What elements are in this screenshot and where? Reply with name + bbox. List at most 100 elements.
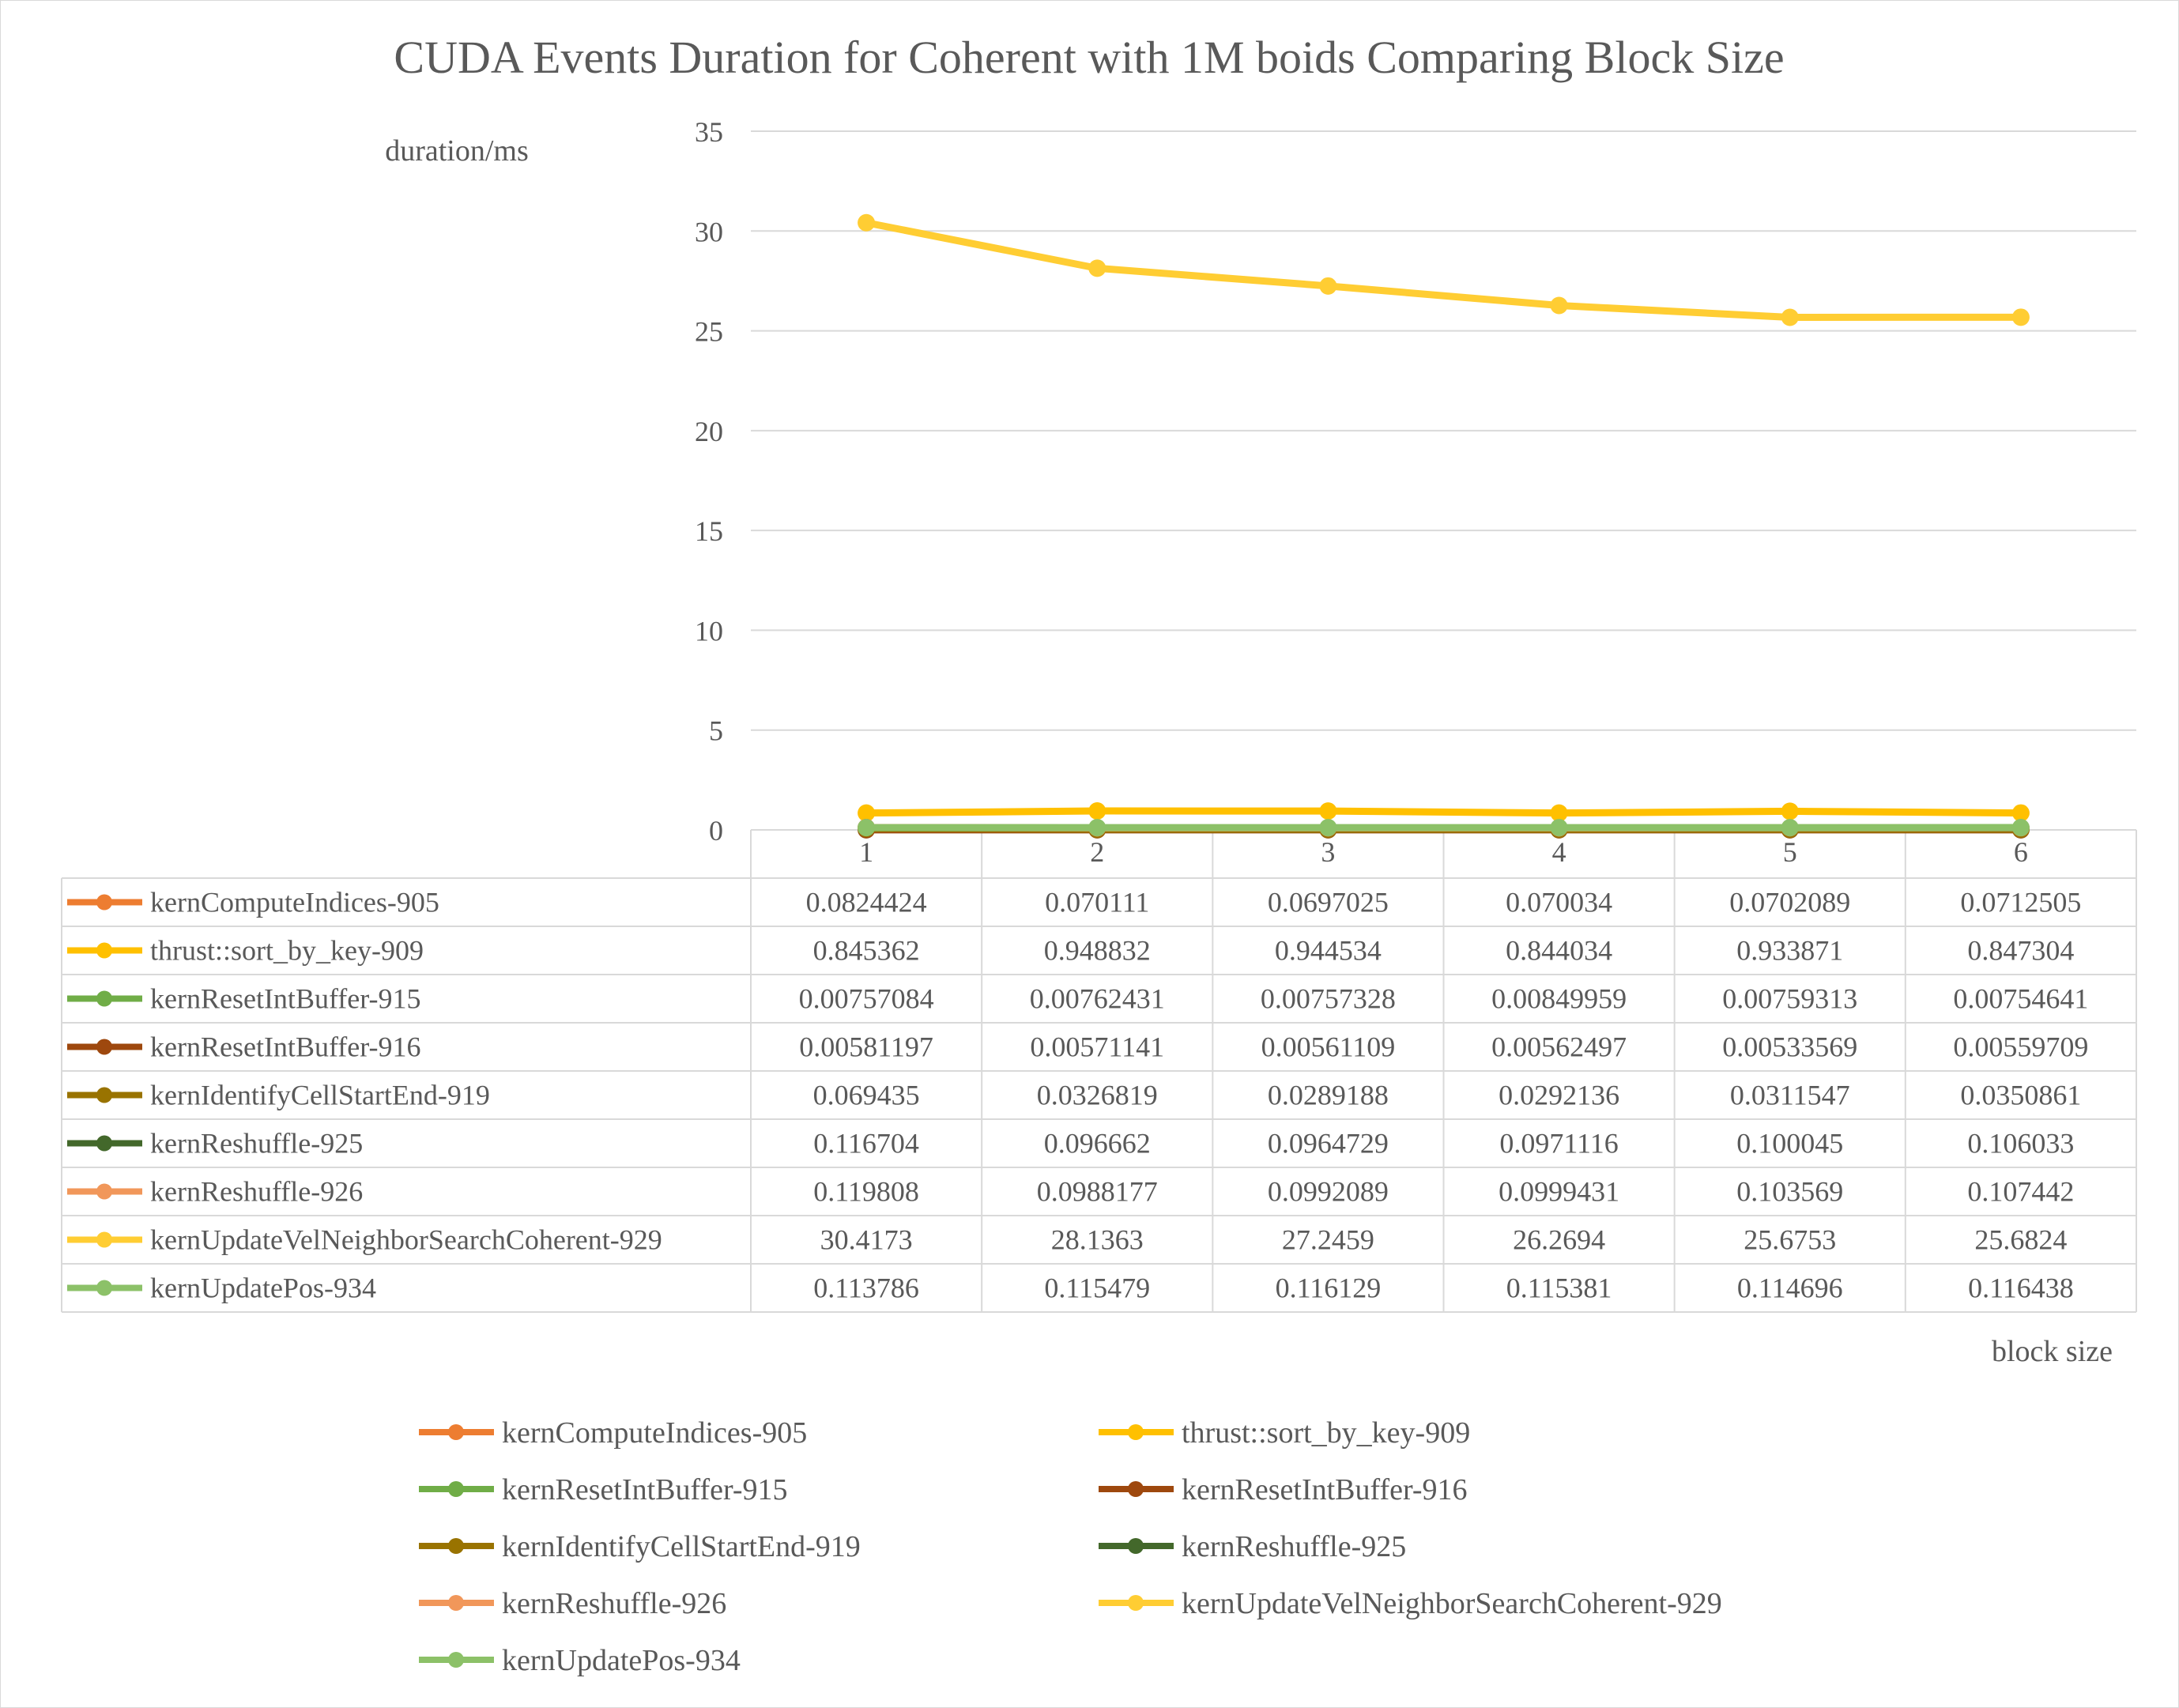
table-cell: 0.948832 — [1044, 935, 1151, 967]
table-legend-key-marker — [96, 1280, 112, 1296]
data-point — [1088, 259, 1106, 277]
data-point — [1781, 308, 1799, 326]
table-cell: 0.00533569 — [1722, 1031, 1857, 1063]
table-cell: 0.00754641 — [1953, 983, 2088, 1015]
x-axis-label: block size — [1992, 1335, 2113, 1368]
table-cell: 0.096662 — [1044, 1128, 1151, 1159]
y-tick-label: 10 — [695, 615, 723, 647]
legend-key-marker — [448, 1652, 464, 1668]
data-point — [1550, 804, 1568, 822]
x-tick-label: 1 — [859, 836, 873, 868]
legend-key-marker — [448, 1538, 464, 1554]
table-series-name: kernResetIntBuffer-915 — [150, 983, 421, 1015]
table-cell: 0.0292136 — [1499, 1080, 1619, 1111]
legend-label: kernResetIntBuffer-915 — [502, 1473, 788, 1506]
table-cell: 0.0971116 — [1499, 1128, 1618, 1159]
table-cell: 0.0964729 — [1268, 1128, 1389, 1159]
y-tick-label: 35 — [695, 116, 723, 148]
table-cell: 0.00559709 — [1953, 1031, 2088, 1063]
table-cell: 0.116438 — [1968, 1273, 2074, 1304]
data-point — [1550, 819, 1568, 837]
table-cell: 0.070034 — [1506, 887, 1612, 918]
data-table: 1 2 3 4 5 6 kernComputeIndices-905 0.0824424 0.0… — [61, 830, 2137, 1313]
y-tick-label: 15 — [695, 515, 723, 547]
table-cell: 0.070111 — [1045, 887, 1149, 918]
table-series-name: kernUpdatePos-934 — [150, 1273, 376, 1304]
x-tick-label: 4 — [1552, 836, 1566, 868]
legend-key-marker — [1128, 1538, 1144, 1554]
table-cell: 0.00757084 — [799, 983, 934, 1015]
data-point — [1319, 277, 1337, 295]
data-point — [1550, 296, 1568, 315]
table-legend-key-marker — [96, 1087, 112, 1103]
table-cell: 0.119808 — [813, 1176, 919, 1208]
data-point — [2011, 804, 2030, 822]
legend-label: kernReshuffle-926 — [502, 1587, 726, 1620]
table-cell: 0.00759313 — [1722, 983, 1857, 1015]
legend-label: thrust::sort_by_key-909 — [1182, 1416, 1470, 1450]
table-cell: 0.0824424 — [806, 887, 927, 918]
data-point — [858, 819, 876, 837]
legend-key-marker — [448, 1595, 464, 1611]
table-cell: 0.107442 — [1967, 1176, 2074, 1208]
legend-label: kernComputeIndices-905 — [502, 1416, 807, 1450]
table-cell: 0.100045 — [1736, 1128, 1843, 1159]
table-series-name: kernUpdateVelNeighborSearchCoherent-929 — [150, 1224, 662, 1256]
table-cell: 0.0988177 — [1037, 1176, 1158, 1208]
data-point — [858, 804, 876, 822]
table-cell: 0.0992089 — [1268, 1176, 1389, 1208]
legend: kernComputeIndices-905 thrust::sort_by_ke… — [419, 1416, 1722, 1677]
x-tick-label: 3 — [1321, 836, 1335, 868]
table-cell: 0.106033 — [1967, 1128, 2074, 1159]
data-point — [2011, 819, 2030, 837]
legend-label: kernResetIntBuffer-916 — [1182, 1473, 1468, 1506]
table-cell: 0.00762431 — [1030, 983, 1165, 1015]
table-cell: 0.0697025 — [1268, 887, 1389, 918]
table-cell: 0.0289188 — [1268, 1080, 1389, 1111]
data-point — [2011, 308, 2030, 326]
data-point — [1319, 819, 1337, 837]
chart-title: CUDA Events Duration for Coherent with 1… — [394, 32, 1784, 83]
data-point — [1088, 802, 1106, 820]
data-point — [1781, 802, 1799, 820]
table-cell: 0.116704 — [813, 1128, 919, 1159]
series-line — [862, 807, 2025, 817]
legend-label: kernIdentifyCellStartEnd-919 — [502, 1530, 861, 1563]
y-axis-ticks: 0 5 10 15 20 25 30 35 — [695, 116, 723, 846]
table-cell: 0.845362 — [813, 935, 920, 967]
legend-key-marker — [1128, 1481, 1144, 1497]
table-cell: 0.0326819 — [1037, 1080, 1158, 1111]
table-cell: 30.4173 — [820, 1224, 913, 1256]
table-cell: 25.6753 — [1744, 1224, 1836, 1256]
table-cell: 0.00562497 — [1491, 1031, 1627, 1063]
y-tick-label: 30 — [695, 216, 723, 247]
table-cell: 0.0311547 — [1730, 1080, 1850, 1111]
table-series-name: kernComputeIndices-905 — [150, 887, 439, 918]
table-series-name: kernReshuffle-925 — [150, 1128, 363, 1159]
legend-key-marker — [1128, 1595, 1144, 1611]
legend-label: kernReshuffle-925 — [1182, 1530, 1406, 1563]
table-cell: 0.00757328 — [1261, 983, 1396, 1015]
table-series-name: thrust::sort_by_key-909 — [150, 935, 424, 967]
data-point — [1781, 819, 1799, 837]
x-tick-label: 5 — [1783, 836, 1797, 868]
table-cell: 0.0702089 — [1729, 887, 1850, 918]
table-cell: 26.2694 — [1513, 1224, 1605, 1256]
y-tick-label: 0 — [709, 815, 723, 846]
table-cell: 27.2459 — [1282, 1224, 1374, 1256]
table-cell: 0.114696 — [1737, 1273, 1843, 1304]
table-cell: 0.00571141 — [1030, 1031, 1164, 1063]
table-cell: 0.0712505 — [1960, 887, 2081, 918]
table-cell: 0.0350861 — [1960, 1080, 2081, 1111]
legend-label: kernUpdateVelNeighborSearchCoherent-929 — [1182, 1587, 1722, 1620]
table-cell: 0.00849959 — [1491, 983, 1627, 1015]
plot-series — [858, 213, 2030, 839]
table-legend-key-marker — [96, 894, 112, 911]
table-cell: 0.933871 — [1736, 935, 1843, 967]
table-legend-key-marker — [96, 1039, 112, 1055]
legend-key-marker — [1128, 1424, 1144, 1440]
y-tick-label: 20 — [695, 416, 723, 447]
table-cell: 0.847304 — [1967, 935, 2074, 967]
